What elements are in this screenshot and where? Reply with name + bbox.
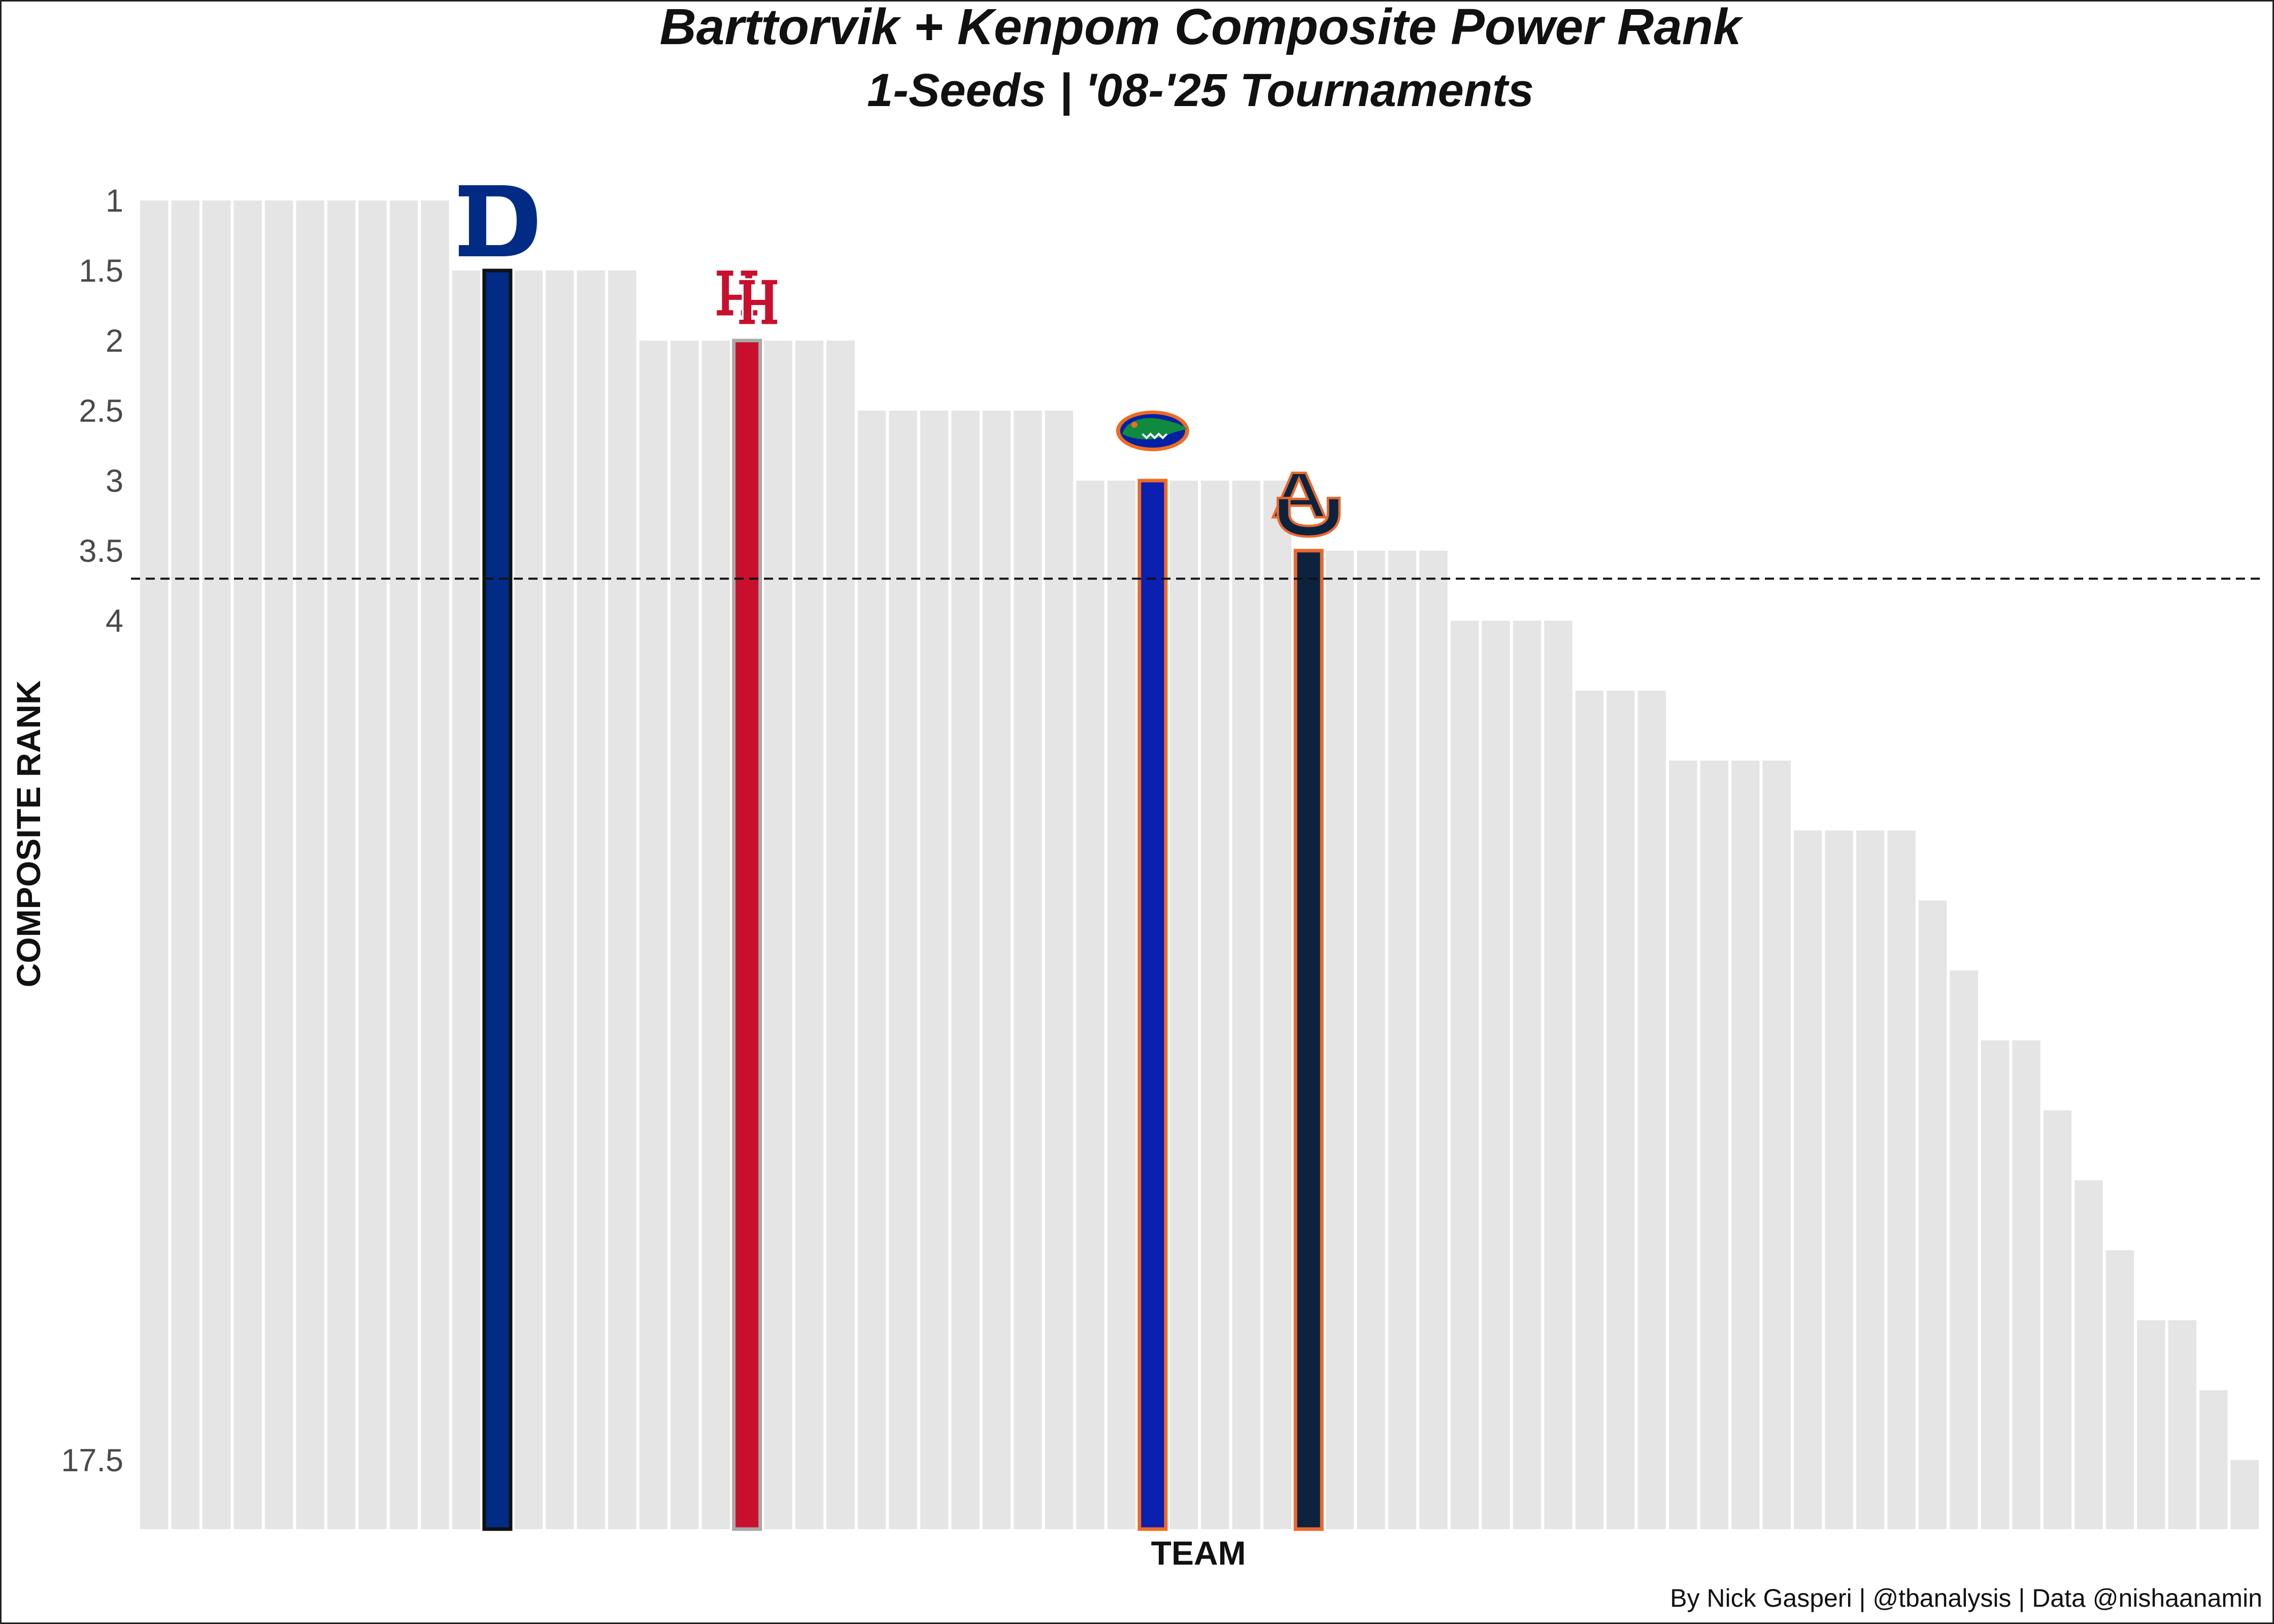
bar: [2230, 1460, 2259, 1529]
bar: [2137, 1320, 2165, 1529]
bar: [514, 270, 543, 1529]
duke-logo-icon: [458, 185, 537, 256]
bar: [1076, 481, 1105, 1529]
y-tick-labels: 1 1.5 2 2.5 3 3.5 4 17.5: [61, 183, 123, 1478]
y-tick-label: 2.5: [79, 393, 123, 429]
bar: [1107, 481, 1136, 1529]
chart-subtitle: 1-Seeds | '08-'25 Tournaments: [867, 64, 1534, 116]
bar: [140, 200, 169, 1529]
bar: [546, 270, 574, 1529]
highlight-bar: [1138, 479, 1168, 1531]
bar: [701, 341, 730, 1529]
bar: [1201, 481, 1229, 1529]
team-logos: [458, 185, 1341, 538]
bar: [889, 411, 917, 1529]
bar: [608, 270, 637, 1529]
chart-caption: By Nick Gasperi | @tbanalysis | Data @ni…: [1670, 1584, 2262, 1612]
bar: [1357, 551, 1385, 1529]
bar: [264, 200, 293, 1529]
bar: [296, 200, 324, 1529]
florida-logo-icon: [1116, 411, 1189, 451]
bar: [1450, 621, 1479, 1529]
bar: [1325, 551, 1354, 1529]
bar: [1981, 1040, 2010, 1529]
bar: [671, 341, 699, 1529]
bar: [1513, 621, 1542, 1529]
bar: [951, 411, 980, 1529]
bar: [202, 200, 231, 1529]
bar: [2043, 1110, 2072, 1529]
y-tick-label: 1.5: [79, 253, 123, 289]
bar: [2012, 1040, 2041, 1529]
bar: [764, 341, 792, 1529]
bar: [857, 411, 886, 1529]
bar: [171, 200, 199, 1529]
houston-logo-icon: [715, 268, 779, 326]
bar: [1731, 760, 1760, 1529]
bar: [1232, 481, 1260, 1529]
bar: [2199, 1390, 2228, 1529]
y-tick-label: 3.5: [79, 533, 123, 569]
bar: [1856, 830, 1885, 1529]
bars-layer: [140, 200, 2259, 1531]
y-axis-title: COMPOSITE RANK: [10, 680, 47, 987]
bar: [1419, 551, 1448, 1529]
bar: [2075, 1180, 2103, 1529]
y-tick-label: 1: [106, 183, 123, 219]
bar: [639, 341, 667, 1529]
bar: [1014, 411, 1042, 1529]
bar: [920, 411, 949, 1529]
bar: [233, 200, 262, 1529]
highlight-bar: [1293, 549, 1324, 1531]
bar: [1263, 481, 1292, 1529]
highlight-bar: [482, 268, 513, 1531]
bar: [982, 411, 1011, 1529]
bar: [358, 200, 387, 1529]
highlight-bar: [732, 339, 762, 1531]
bar: [2168, 1320, 2197, 1529]
bar: [1793, 830, 1822, 1529]
bar: [452, 270, 481, 1529]
bar: [1918, 900, 1947, 1529]
bar: [2105, 1250, 2134, 1529]
y-tick-label: 3: [106, 463, 123, 499]
bar: [1575, 690, 1604, 1529]
bar: [1482, 621, 1510, 1529]
chart-title: Barttorvik + Kenpom Composite Power Rank: [659, 2, 1743, 55]
bar: [1045, 411, 1074, 1529]
x-axis-title: TEAM: [1151, 1534, 1246, 1572]
bar: [826, 341, 855, 1529]
bar: [795, 341, 824, 1529]
bar: [1607, 690, 1635, 1529]
y-tick-label: 4: [106, 603, 123, 639]
bar: [389, 200, 418, 1529]
bar: [421, 200, 449, 1529]
bar: [327, 200, 356, 1529]
y-tick-label: 2: [106, 323, 123, 359]
bar: [1637, 690, 1666, 1529]
bar: [1169, 481, 1198, 1529]
bar: [1887, 830, 1916, 1529]
bar: [1669, 760, 1697, 1529]
y-tick-label: 17.5: [61, 1443, 123, 1478]
auburn-logo-icon: [1271, 471, 1341, 538]
bar: [1825, 830, 1853, 1529]
bar: [1762, 760, 1791, 1529]
bar: [1950, 970, 1978, 1529]
bar: [1544, 621, 1573, 1529]
bar: [1700, 760, 1728, 1529]
bar: [577, 270, 606, 1529]
bar: [1388, 551, 1417, 1529]
